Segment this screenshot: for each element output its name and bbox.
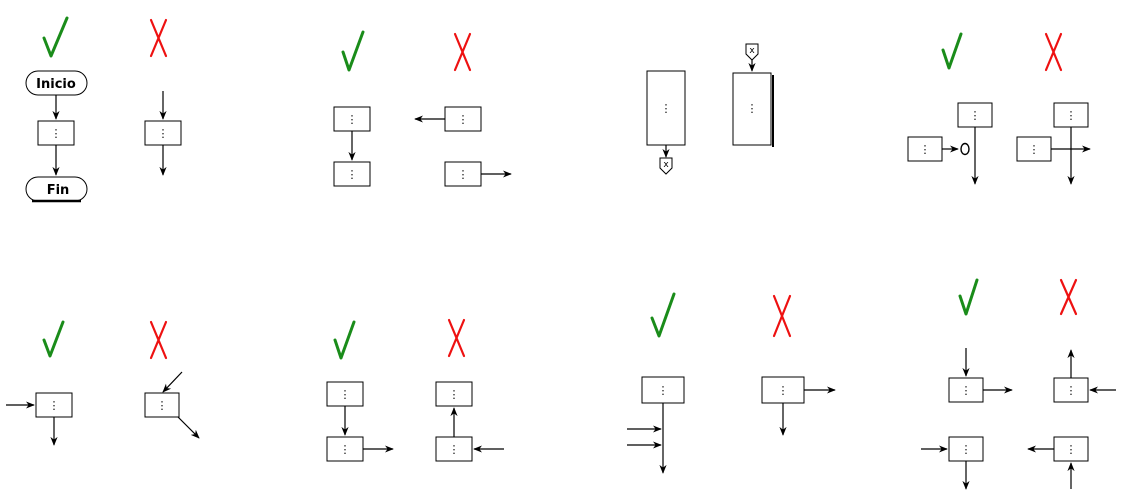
box-dots: ⋮	[961, 384, 972, 397]
process-box	[326, 381, 364, 407]
terminal-start-label: Inicio	[36, 77, 76, 92]
process-box	[144, 120, 182, 146]
box-dots: ⋮	[458, 168, 469, 181]
process-box	[326, 436, 364, 462]
box-dots: ⋮	[920, 143, 931, 156]
panel-join-lines: ⋮ ⋮ ⋮ ⋮	[907, 32, 1091, 185]
connector-symbol: x	[749, 46, 755, 56]
cross-icon	[1044, 32, 1063, 72]
tall-process-box	[646, 70, 686, 146]
terminal-end-label: Fin	[47, 183, 70, 198]
box-dots: ⋮	[458, 113, 469, 126]
process-box	[907, 136, 943, 162]
process-box	[641, 376, 685, 404]
process-box	[435, 436, 473, 462]
cross-icon	[447, 318, 466, 358]
process-box	[435, 381, 473, 407]
box-dots: ⋮	[49, 399, 60, 412]
box-dots: ⋮	[970, 109, 981, 122]
process-box	[1053, 102, 1089, 128]
process-box	[333, 106, 371, 132]
box-dots: ⋮	[1066, 384, 1077, 397]
box-dots: ⋮	[1066, 109, 1077, 122]
check-icon	[650, 292, 676, 338]
box-dots: ⋮	[51, 127, 62, 140]
box-dots: ⋮	[347, 113, 358, 126]
box-dots: ⋮	[158, 127, 169, 140]
panel-single-input-output: ⋮ ⋮	[6, 320, 200, 446]
cross-icon	[772, 294, 792, 338]
panel-connectors: ⋮ x x ⋮	[646, 43, 774, 175]
panel-flow-direction: ⋮ ⋮ ⋮ ⋮	[326, 318, 504, 462]
check-icon	[958, 278, 979, 316]
box-dots: ⋮	[347, 168, 358, 181]
check-icon	[42, 320, 65, 358]
offpage-connector	[659, 157, 673, 175]
box-dots: ⋮	[340, 388, 351, 401]
join-connector	[960, 142, 970, 156]
box-dots: ⋮	[1066, 443, 1077, 456]
box-dots: ⋮	[449, 388, 460, 401]
cross-icon	[1059, 278, 1078, 316]
cross-icon	[149, 320, 168, 360]
offpage-connector	[745, 43, 759, 61]
check-icon	[941, 32, 963, 70]
process-box	[444, 161, 482, 187]
cross-icon	[149, 18, 168, 58]
process-box	[948, 377, 984, 403]
process-box	[144, 392, 180, 418]
check-icon	[341, 30, 365, 72]
box-dots: ⋮	[1029, 143, 1040, 156]
cross-icon	[453, 32, 472, 72]
tall-process-box	[732, 72, 772, 146]
panel-arrow-direction: ⋮ ⋮ ⋮ ⋮	[333, 30, 512, 187]
box-dots: ⋮	[449, 443, 460, 456]
connector-symbol: x	[663, 160, 669, 170]
panel-merge-lines: ⋮ ⋮	[627, 292, 836, 474]
box-dots: ⋮	[661, 102, 672, 115]
process-box	[37, 120, 75, 146]
panel-input-output-sides: ⋮ ⋮ ⋮ ⋮	[921, 278, 1116, 490]
arrow	[177, 416, 200, 439]
box-dots: ⋮	[157, 399, 168, 412]
process-box	[1016, 136, 1052, 162]
process-box	[1053, 377, 1089, 403]
box-dots: ⋮	[961, 443, 972, 456]
box-dots: ⋮	[747, 102, 758, 115]
process-box	[333, 161, 371, 187]
process-box	[35, 392, 73, 418]
arrow	[162, 371, 183, 393]
box-dots: ⋮	[340, 443, 351, 456]
panel-terminals: Inicio ⋮ Fin ⋮	[25, 16, 182, 203]
box-dots: ⋮	[658, 384, 669, 397]
check-icon	[42, 16, 69, 58]
process-box	[444, 106, 482, 132]
check-icon	[333, 320, 356, 360]
box-dots: ⋮	[778, 384, 789, 397]
